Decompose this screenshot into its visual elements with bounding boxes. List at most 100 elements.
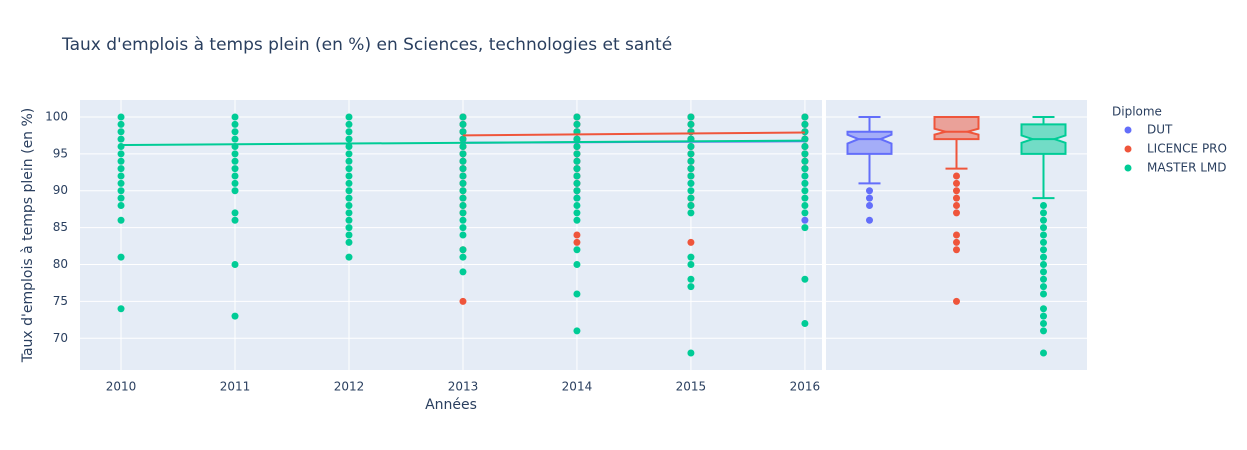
- x-tick-label: 2014: [562, 380, 593, 394]
- point: [459, 172, 467, 180]
- point: [117, 120, 125, 128]
- x-axis-title: Années: [425, 397, 477, 413]
- point: [687, 179, 695, 187]
- point: [573, 157, 581, 165]
- point: [459, 253, 467, 261]
- point: [801, 194, 809, 202]
- trendline: [121, 139, 805, 146]
- y-tick-label: 70: [53, 331, 68, 345]
- point: [687, 275, 695, 283]
- point: [687, 261, 695, 269]
- point: [573, 246, 581, 254]
- x-tick-label: 2016: [790, 380, 821, 394]
- trendline: [462, 131, 805, 137]
- point: [801, 320, 809, 328]
- point: [231, 261, 239, 269]
- y-tick-label: 90: [53, 183, 68, 197]
- legend-marker: [1124, 126, 1132, 134]
- point: [231, 187, 239, 195]
- point: [459, 187, 467, 195]
- point: [687, 157, 695, 165]
- point: [801, 201, 809, 209]
- point: [231, 157, 239, 165]
- point: [573, 209, 581, 217]
- box-outlier: [1040, 349, 1047, 357]
- box-outlier: [953, 209, 960, 217]
- box-outlier: [1040, 201, 1047, 209]
- point: [117, 172, 125, 180]
- point: [459, 246, 467, 254]
- point: [459, 224, 467, 232]
- point: [687, 253, 695, 261]
- box-outlier: [953, 238, 960, 246]
- point: [117, 216, 125, 224]
- point: [687, 349, 695, 357]
- point: [573, 135, 581, 143]
- box-outlier: [866, 187, 873, 195]
- point: [117, 157, 125, 165]
- point: [117, 179, 125, 187]
- lower-whisker: [945, 139, 968, 170]
- legend-marker: [1124, 145, 1132, 153]
- point: [687, 142, 695, 150]
- point: [117, 165, 125, 173]
- legend-label: MASTER LMD: [1147, 161, 1227, 175]
- point: [687, 150, 695, 158]
- lower-whisker: [1032, 153, 1055, 200]
- point: [687, 238, 695, 246]
- point: [459, 113, 467, 121]
- point: [345, 172, 353, 180]
- point: [459, 128, 467, 136]
- point: [687, 120, 695, 128]
- box-outlier: [1040, 224, 1047, 232]
- x-tick-label: 2013: [448, 380, 479, 394]
- box-outlier: [953, 201, 960, 209]
- box-outlier: [953, 172, 960, 180]
- point: [687, 283, 695, 291]
- point: [231, 179, 239, 187]
- point: [687, 209, 695, 217]
- point: [459, 201, 467, 209]
- point: [345, 120, 353, 128]
- chart-title: Taux d'emplois à temps plein (en %) en S…: [61, 35, 672, 55]
- point: [687, 165, 695, 173]
- point: [573, 120, 581, 128]
- point: [117, 187, 125, 195]
- point: [345, 150, 353, 158]
- point: [231, 216, 239, 224]
- point: [573, 216, 581, 224]
- point: [117, 253, 125, 261]
- y-tick-label: 100: [45, 109, 68, 123]
- point: [801, 120, 809, 128]
- point: [573, 150, 581, 158]
- point: [573, 179, 581, 187]
- legend-marker: [1124, 164, 1132, 172]
- point: [459, 179, 467, 187]
- point: [345, 113, 353, 121]
- point: [345, 253, 353, 261]
- point: [573, 172, 581, 180]
- upper-whisker: [858, 115, 881, 132]
- point: [801, 172, 809, 180]
- point: [459, 142, 467, 150]
- box-outlier: [1040, 305, 1047, 313]
- point: [459, 150, 467, 158]
- point: [345, 135, 353, 143]
- box-outlier: [1040, 261, 1047, 269]
- box-outlier: [1040, 268, 1047, 276]
- point: [345, 231, 353, 239]
- box-outlier: [1040, 312, 1047, 320]
- x-tick-label: 2011: [220, 380, 251, 394]
- point: [573, 113, 581, 121]
- point: [801, 224, 809, 232]
- point: [231, 172, 239, 180]
- box-outlier: [866, 194, 873, 202]
- point: [801, 209, 809, 217]
- point: [231, 312, 239, 320]
- point: [801, 165, 809, 173]
- point: [345, 194, 353, 202]
- point: [231, 209, 239, 217]
- point: [687, 172, 695, 180]
- point: [459, 268, 467, 276]
